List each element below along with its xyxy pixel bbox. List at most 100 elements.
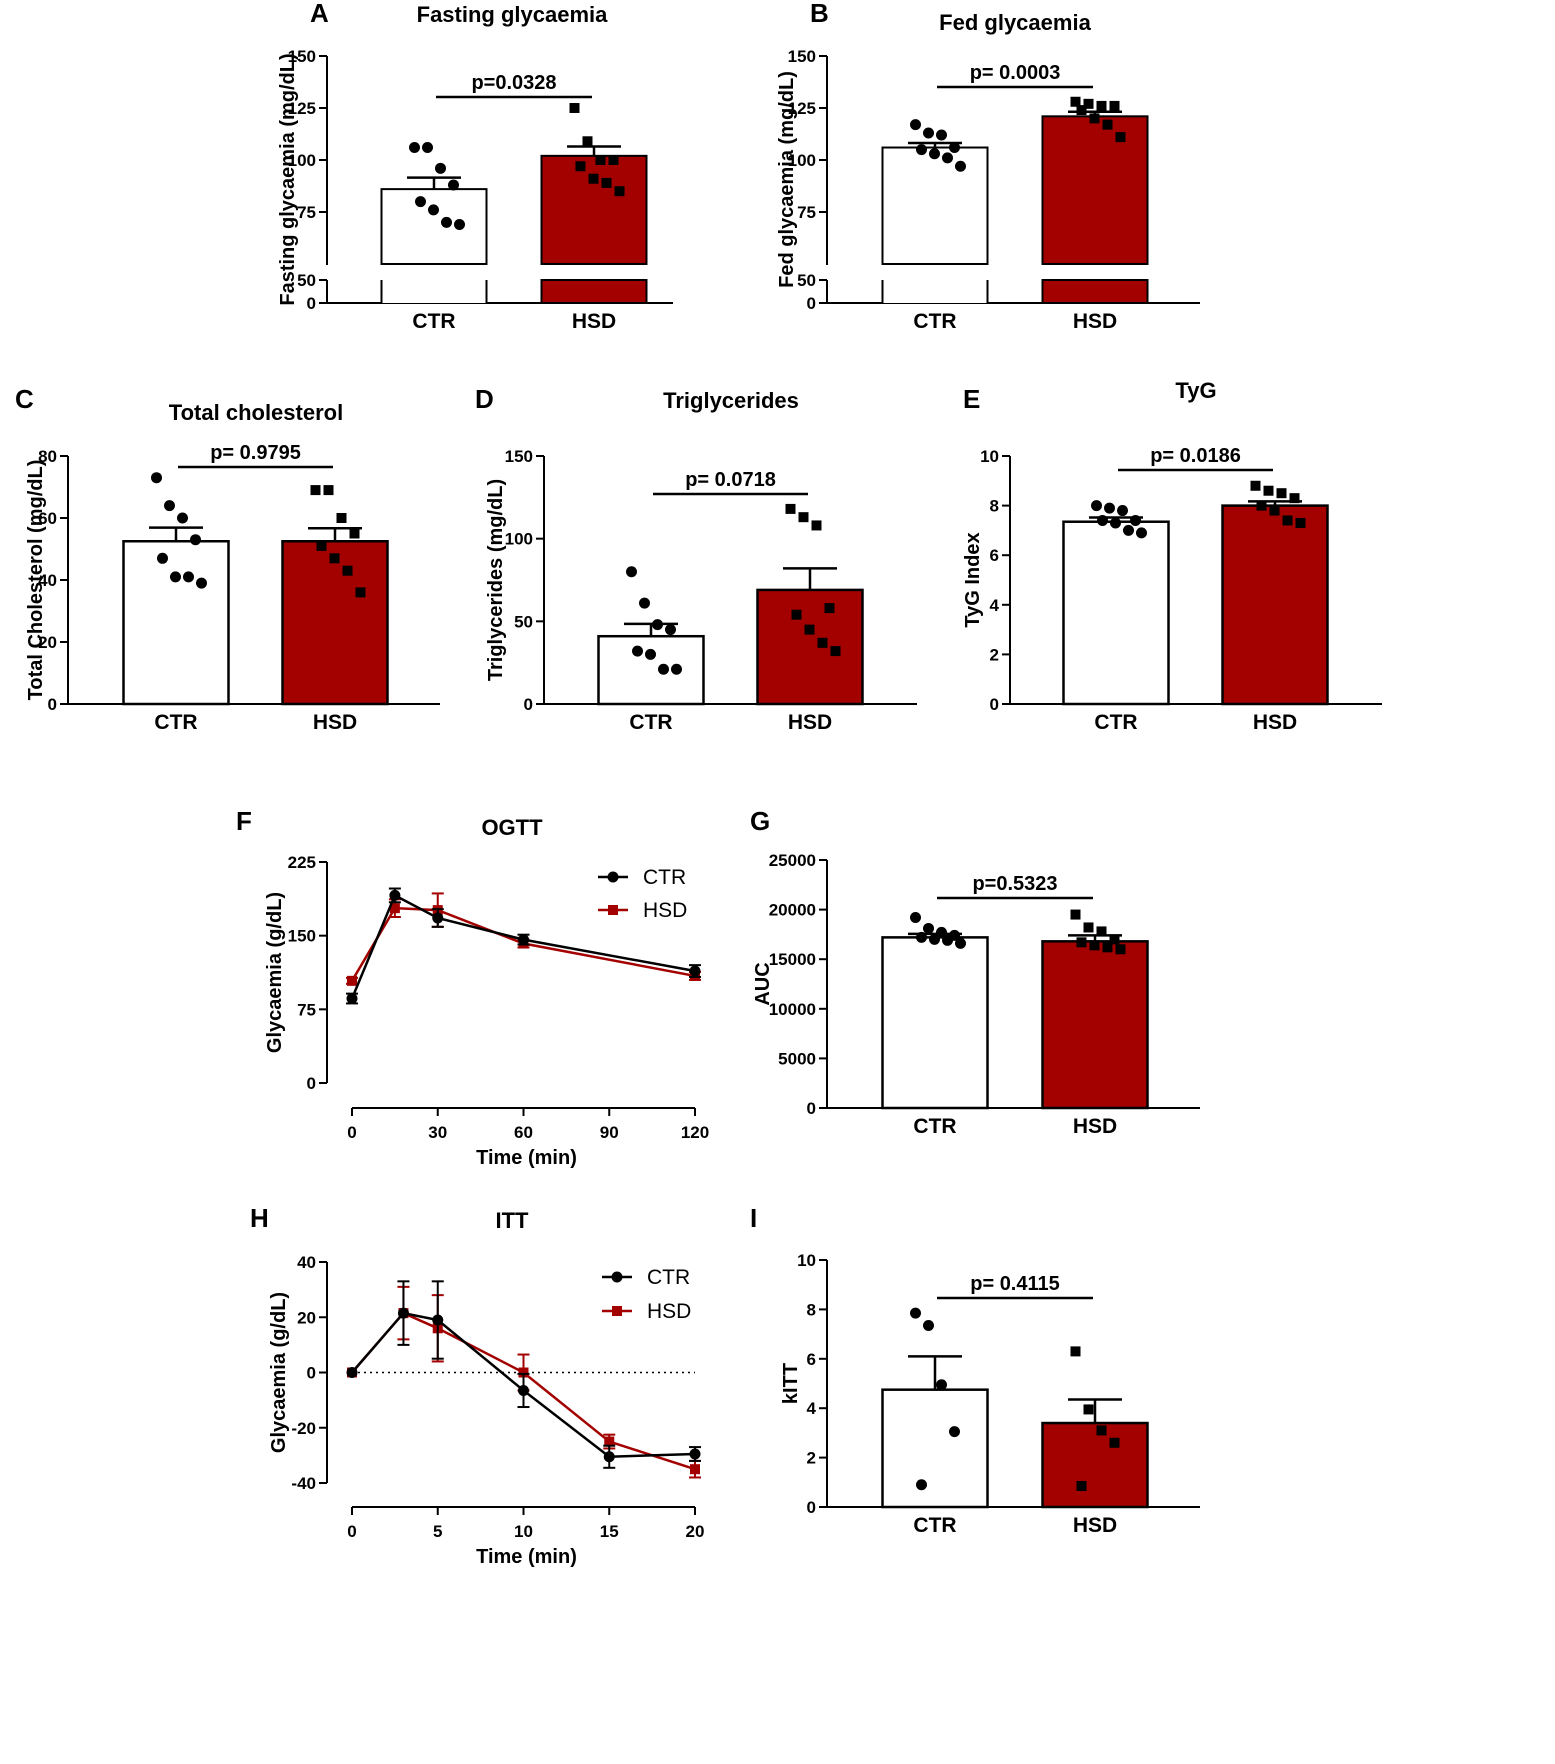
bar-hsd: [1041, 115, 1149, 265]
y-tick-label: 2: [807, 1449, 816, 1468]
data-point-ctr: [916, 1479, 927, 1491]
data-point-hsd: [817, 637, 828, 648]
bar-ctr: [881, 146, 989, 266]
bar-hsd-lower: [540, 279, 648, 304]
y-tick-label: -20: [291, 1419, 316, 1438]
point-ctr: [689, 1448, 701, 1460]
panel-label: D: [475, 384, 494, 414]
y-tick-label: 10: [797, 1251, 816, 1270]
bar-hsd: [1041, 940, 1149, 1110]
y-tick-label: 0: [524, 695, 533, 714]
bar-hsd: [1041, 1421, 1149, 1509]
bar-hsd: [756, 588, 864, 706]
y-tick-label: 100: [288, 151, 316, 170]
data-point-ctr: [177, 512, 188, 524]
y-tick-label: 75: [297, 1000, 316, 1019]
y-tick-label: 80: [38, 447, 57, 466]
y-axis-label: AUC: [752, 962, 774, 1005]
bar-ctr-lower: [381, 280, 487, 303]
data-point-hsd: [1295, 517, 1306, 528]
panel-label: C: [15, 384, 34, 414]
bar-ctr: [881, 1388, 989, 1509]
y-tick-label: 0: [48, 695, 57, 714]
chart-title: Total cholesterol: [169, 400, 343, 425]
y-tick-label: 20000: [769, 901, 816, 920]
panel-A: A Fasting glycaemia 0 50 75 100 125 150Fasting …: [277, 0, 673, 333]
data-point-hsd: [1269, 505, 1280, 516]
data-point-ctr: [916, 931, 927, 943]
point-ctr: [518, 1384, 529, 1396]
x-tick-label: CTR: [913, 1115, 956, 1138]
data-point-ctr: [157, 552, 168, 564]
data-point-ctr: [910, 119, 921, 131]
chart-title: OGTT: [481, 815, 543, 840]
y-tick-label: 75: [297, 203, 316, 222]
data-point-ctr: [910, 1307, 921, 1319]
data-point-hsd: [349, 528, 360, 539]
x-tick-label: 0: [347, 1123, 356, 1142]
data-point-hsd: [1289, 493, 1300, 504]
legend-marker-hsd: [612, 1306, 622, 1316]
bar-hsd-lower: [1041, 279, 1149, 304]
data-point-hsd: [1250, 480, 1261, 491]
panel-label: I: [750, 1203, 757, 1233]
y-tick-label: 4: [990, 596, 1000, 615]
data-point-hsd: [1115, 944, 1126, 955]
data-point-hsd: [1109, 100, 1120, 111]
data-point-hsd: [798, 512, 809, 523]
data-point-ctr: [916, 144, 927, 156]
data-point-ctr: [923, 1319, 934, 1331]
data-point-hsd: [316, 540, 327, 551]
y-tick-label: 150: [788, 47, 816, 66]
point-hsd: [389, 903, 400, 914]
data-point-hsd: [1083, 98, 1094, 109]
data-point-hsd: [1070, 96, 1081, 107]
data-point-hsd: [608, 155, 619, 165]
x-tick-label: 20: [686, 1522, 705, 1541]
y-tick-label: 50: [297, 271, 316, 290]
panel-F: F OGTT 0 75 150 225 0 30 60 90 120 Time (min) Glycae…: [236, 806, 709, 1169]
data-point-ctr: [936, 129, 947, 141]
data-point-hsd: [824, 603, 835, 614]
x-tick-label: 10: [514, 1522, 533, 1541]
data-point-ctr: [652, 619, 663, 631]
y-tick-label: 60: [38, 509, 57, 528]
chart-title: Triglycerides: [663, 388, 799, 413]
x-tick-label: CTR: [629, 711, 672, 734]
data-point-ctr: [936, 926, 947, 938]
data-point-hsd: [1282, 515, 1293, 526]
y-tick-label: 150: [288, 47, 316, 66]
data-point-ctr: [923, 127, 934, 139]
y-tick-label: 40: [38, 571, 57, 590]
data-point-hsd: [575, 161, 586, 172]
point-ctr: [518, 934, 529, 946]
data-point-hsd: [1102, 942, 1113, 953]
data-point-hsd: [791, 609, 802, 620]
x-tick-label: HSD: [1073, 1514, 1117, 1537]
point-ctr: [397, 1307, 409, 1319]
legend-label: CTR: [643, 866, 686, 889]
data-point-hsd: [614, 186, 625, 197]
data-point-ctr: [441, 216, 452, 228]
y-tick-label: 0: [807, 1498, 816, 1517]
y-axis-label: Fed glycaemia (mg/dL): [776, 71, 798, 288]
x-tick-label: HSD: [313, 711, 357, 734]
y-tick-label: 0: [990, 695, 999, 714]
data-point-ctr: [190, 534, 201, 546]
chart-title: TyG: [1175, 378, 1216, 403]
y-axis-label: Glycaemia (g/dL): [264, 892, 286, 1053]
y-axis-label: TyG Index: [962, 532, 984, 627]
data-point-ctr: [422, 142, 433, 154]
data-point-hsd: [355, 587, 366, 598]
panel-B: B Fed glycaemia 0 50 75 100 125 150 Fed glycaemi…: [776, 0, 1200, 333]
bar-ctr: [597, 634, 705, 706]
panel-label: E: [963, 384, 980, 414]
data-point-ctr: [923, 922, 934, 934]
data-point-ctr: [949, 1426, 960, 1438]
y-tick-label: 8: [807, 1300, 816, 1319]
x-tick-label: 30: [428, 1123, 447, 1142]
data-point-hsd: [785, 503, 796, 514]
data-point-ctr: [415, 196, 426, 208]
x-tick-label: CTR: [913, 1514, 956, 1537]
y-tick-label: 8: [990, 497, 999, 516]
